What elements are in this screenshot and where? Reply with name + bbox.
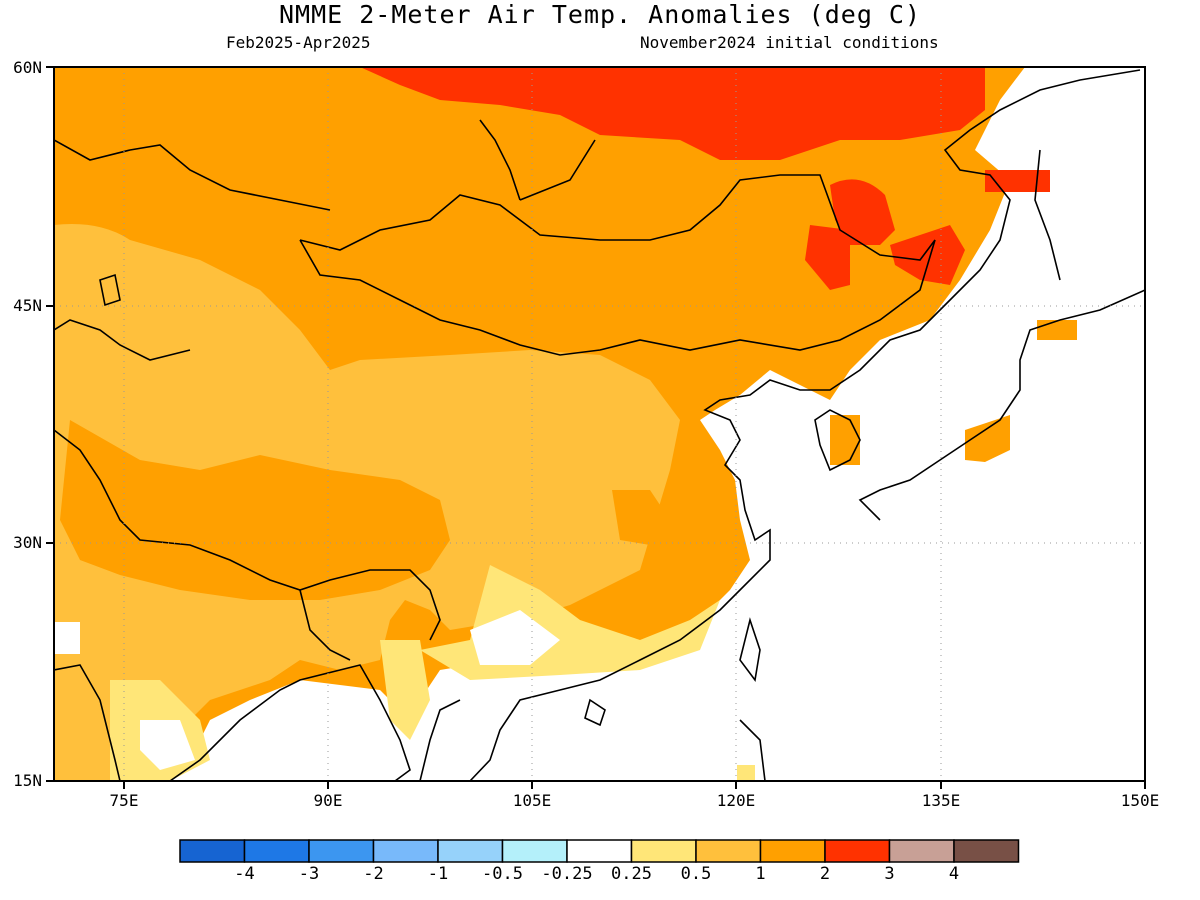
anomaly-1-to-2-hokkaido <box>1037 320 1077 340</box>
lon-label-90e: 90E <box>313 791 343 810</box>
colorbar-tick-label: 1 <box>755 864 766 884</box>
lon-label-75e: 75E <box>109 791 139 810</box>
anomaly-2-to-3-manchuria <box>830 179 895 245</box>
map-title: NMME 2-Meter Air Temp. Anomalies (deg C) <box>278 0 922 29</box>
colorbar <box>179 839 1020 863</box>
neutral-patch-indochina <box>470 610 560 665</box>
lat-label-15n: 15N <box>13 771 42 790</box>
colorbar-tick-label: -0.5 <box>482 864 523 884</box>
lat-label-60n: 60N <box>13 58 42 77</box>
lat-label-45n: 45N <box>13 296 42 315</box>
anomaly-2-to-3-sakhalin <box>985 170 1050 192</box>
axis-ticks <box>46 66 1146 789</box>
colorbar-tick-label: 2 <box>819 864 831 884</box>
graticule <box>54 67 1145 781</box>
anomaly-2-to-3-patch <box>805 225 850 290</box>
colorbar-swatch <box>953 839 1020 863</box>
anomaly-1-to-2-tibet <box>60 420 450 600</box>
colorbar-swatch <box>566 839 633 863</box>
lon-label-120e: 120E <box>716 791 756 810</box>
colorbar-swatch <box>824 839 891 863</box>
colorbar-swatch <box>179 839 246 863</box>
coastlines <box>54 69 1145 781</box>
anomaly-0.25-to-0.5-burma <box>380 640 430 740</box>
colorbar-swatch <box>308 839 375 863</box>
colorbar-swatch <box>372 839 439 863</box>
colorbar-tick-label: -2 <box>363 864 384 884</box>
initial-conditions: November2024 initial conditions <box>640 33 939 52</box>
anomaly-1-to-2-korea <box>830 415 860 465</box>
colorbar-tick-label: 4 <box>948 864 960 884</box>
colorbar-tick-label: -3 <box>298 864 320 884</box>
map-frame <box>53 66 1146 782</box>
anomaly-2-to-3-patch-east <box>890 225 965 285</box>
colorbar-swatch <box>759 839 826 863</box>
colorbar-swatch <box>888 839 955 863</box>
colorbar-tick-label: 3 <box>884 864 895 884</box>
colorbar-tick-label: -4 <box>234 864 255 884</box>
anomaly-0.25-to-0.5-luzon <box>737 765 755 781</box>
colorbar-swatch <box>437 839 504 863</box>
colorbar-swatch <box>243 839 310 863</box>
forecast-period: Feb2025-Apr2025 <box>226 33 371 52</box>
neutral-patch-india <box>140 720 195 770</box>
colorbar-tick-label: 0.5 <box>680 864 712 884</box>
colorbar-tick-label: -1 <box>427 864 449 884</box>
lat-label-30n: 30N <box>13 533 42 552</box>
lon-label-105e: 105E <box>512 791 552 810</box>
anomaly-1-to-2-japan <box>965 415 1010 462</box>
colorbar-tick-label: 0.25 <box>611 864 652 884</box>
lon-label-135e: 135E <box>921 791 961 810</box>
lon-label-150e: 150E <box>1120 791 1160 810</box>
colorbar-swatch <box>501 839 568 863</box>
anomaly-2-to-3-region <box>360 67 985 160</box>
colorbar-swatch <box>630 839 697 863</box>
colorbar-swatch <box>695 839 762 863</box>
anomaly-1-to-2-patch <box>612 490 670 545</box>
colorbar-tick-label: -0.25 <box>541 864 593 884</box>
neutral-patch-west-coast <box>54 622 80 654</box>
